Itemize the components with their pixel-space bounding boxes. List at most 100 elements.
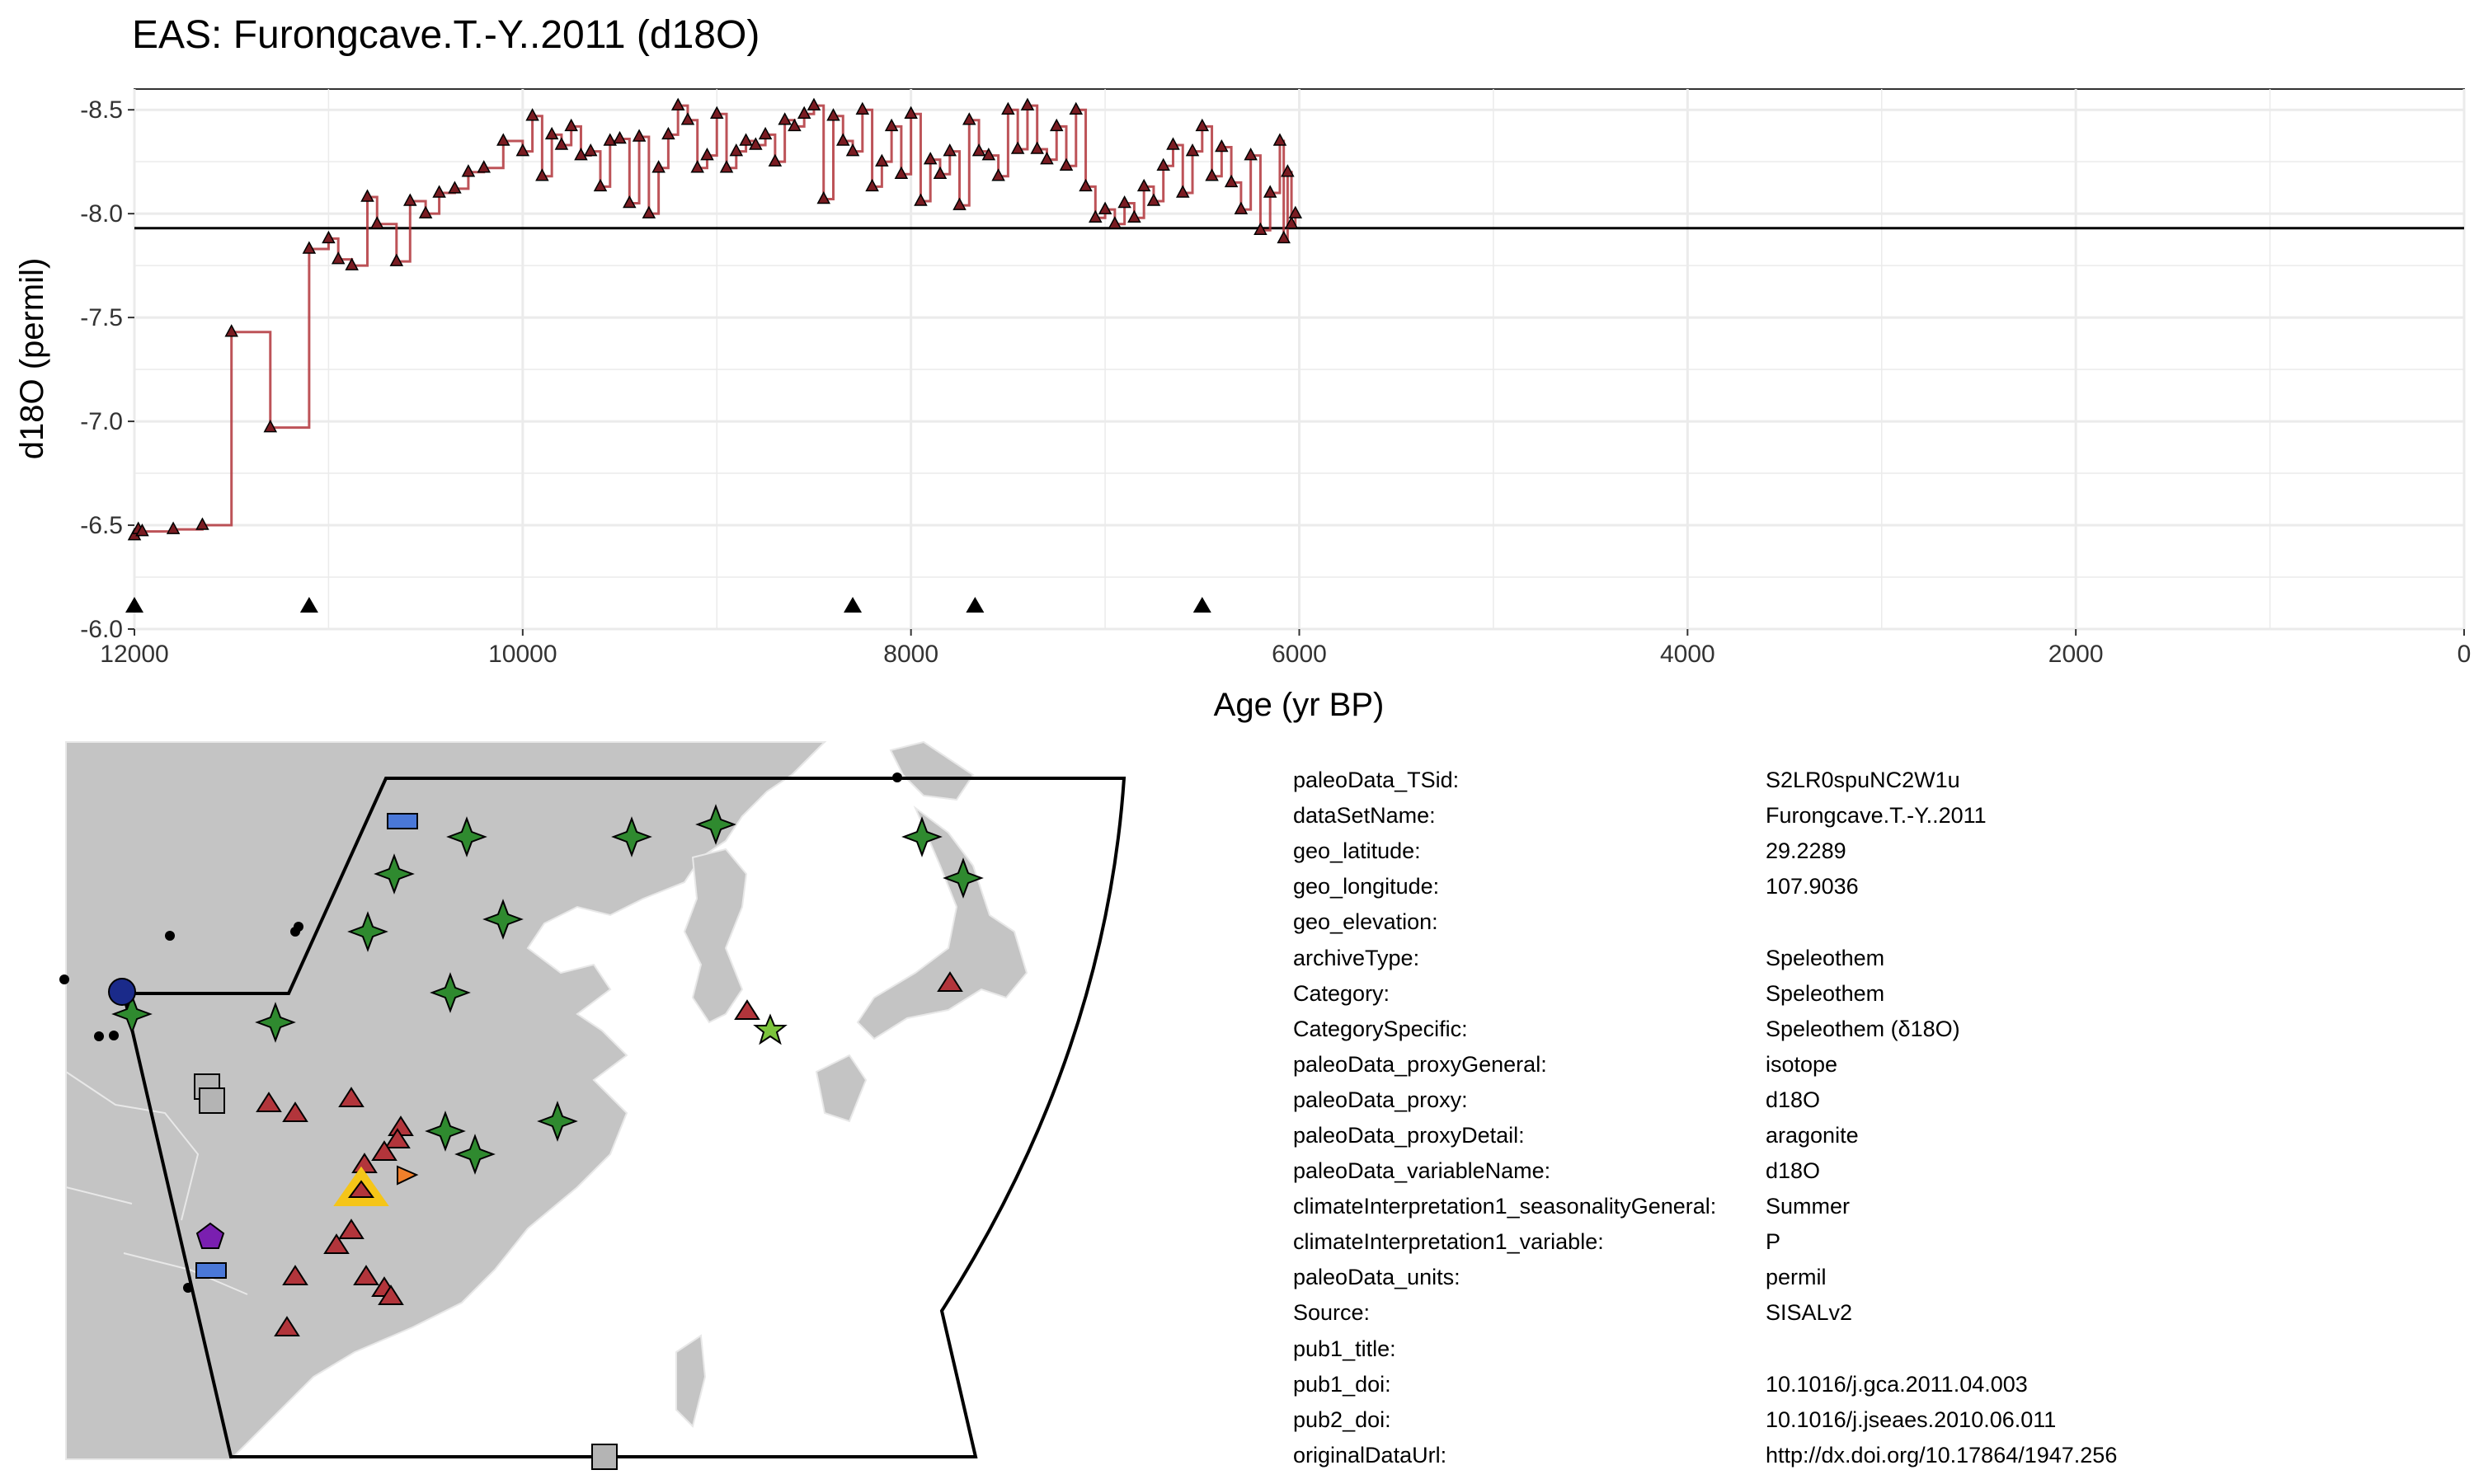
data-point xyxy=(603,133,618,146)
age-marker xyxy=(299,597,318,613)
y-tick-label: -7.0 xyxy=(80,408,123,435)
data-point xyxy=(389,253,404,266)
data-point xyxy=(632,129,647,142)
data-point xyxy=(1001,101,1015,115)
metadata-value: Speleothem xyxy=(1766,945,1885,970)
metadata-key: paleoData_proxyGeneral: xyxy=(1293,1051,1547,1077)
grey-square-marker xyxy=(199,1087,225,1114)
data-point xyxy=(642,205,656,218)
data-point xyxy=(1195,118,1210,132)
metadata-value: 107.9036 xyxy=(1766,874,1859,899)
grey-square-marker xyxy=(591,1444,618,1470)
data-point xyxy=(1166,137,1180,150)
data-point xyxy=(461,164,476,177)
metadata-row: pub1_title: xyxy=(1293,1331,2117,1367)
blue-rect-marker xyxy=(195,1262,227,1279)
metadata-key: paleoData_variableName: xyxy=(1293,1158,1551,1184)
metadata-row: pub2_doi: 10.1016/j.jseaes.2010.06.011 xyxy=(1293,1402,2117,1438)
data-point xyxy=(1079,178,1093,192)
metadata-row: dataSetName: Furongcave.T.-Y..2011 xyxy=(1293,798,2117,834)
x-axis-label: Age (yr BP) xyxy=(1214,687,1385,723)
metadata-row: Category: Speleothem xyxy=(1293,976,2117,1012)
data-point xyxy=(1098,201,1112,214)
data-point xyxy=(331,251,346,265)
x-tick-label: 2000 xyxy=(2048,641,2104,668)
metadata-value: 10.1016/j.jseaes.2010.06.011 xyxy=(1766,1407,2057,1432)
metadata-key: Category: xyxy=(1293,980,1390,1006)
data-point xyxy=(403,193,417,206)
data-point xyxy=(345,257,359,270)
data-point xyxy=(1272,133,1287,146)
metadata-key: pub1_doi: xyxy=(1293,1371,1391,1397)
data-point xyxy=(613,130,627,144)
x-tick-label: 12000 xyxy=(100,641,168,668)
data-point xyxy=(370,216,384,229)
data-point xyxy=(1040,152,1054,165)
japan-main xyxy=(856,805,1028,1040)
metadata-row: CategorySpecific: Speleothem (δ18O) xyxy=(1293,1012,2117,1047)
metadata-key: paleoData_units: xyxy=(1293,1265,1460,1290)
metadata-table: paleoData_TSid: S2LR0spuNC2W1u dataSetName… xyxy=(1293,763,2117,1473)
metadata-row: climateInterpretation1_seasonalityGenera… xyxy=(1293,1189,2117,1224)
timeseries-chart: EAS: Furongcave.T.-Y..2011 (d18O) 12000 1… xyxy=(14,13,2472,723)
data-point xyxy=(448,181,462,194)
kyushu xyxy=(815,1054,868,1123)
data-point xyxy=(816,190,830,204)
metadata-key: archiveType: xyxy=(1293,945,1420,970)
data-point xyxy=(943,143,957,157)
metadata-key: pub1_title: xyxy=(1293,1336,1396,1361)
orange-triangle-marker xyxy=(397,1165,419,1186)
data-point xyxy=(855,101,870,115)
metadata-row: paleoData_proxyGeneral: isotope xyxy=(1293,1047,2117,1082)
data-point xyxy=(195,517,209,530)
metadata-row: Source: SISALv2 xyxy=(1293,1295,2117,1331)
data-point xyxy=(971,143,986,157)
star-markers xyxy=(111,804,984,1175)
data-point xyxy=(845,143,860,157)
data-point xyxy=(1281,164,1295,177)
data-point xyxy=(865,178,879,192)
data-point xyxy=(991,168,1005,181)
x-tick-label: 6000 xyxy=(1272,641,1327,668)
metadata-value xyxy=(1766,1331,2117,1367)
y-axis-label: d18O (permil) xyxy=(14,258,50,460)
data-point xyxy=(564,118,578,132)
metadata-key: pub2_doi: xyxy=(1293,1407,1391,1432)
metadata-key: geo_latitude: xyxy=(1293,838,1421,864)
country-borders xyxy=(65,1071,248,1295)
data-point xyxy=(807,97,821,110)
data-point xyxy=(1277,230,1291,244)
data-point xyxy=(788,118,802,132)
data-point xyxy=(1108,216,1122,229)
metadata-value: Summer xyxy=(1766,1194,1851,1219)
data-point xyxy=(904,106,918,119)
metadata-value: Speleothem xyxy=(1766,980,1885,1006)
data-point xyxy=(661,126,675,140)
metadata-key: paleoData_proxyDetail: xyxy=(1293,1122,1525,1148)
data-point xyxy=(875,153,889,167)
data-point xyxy=(729,143,744,157)
x-tick-label: 0 xyxy=(2458,641,2472,668)
y-tick-label: -8.5 xyxy=(80,96,123,124)
data-point xyxy=(544,126,559,140)
age-marker-group xyxy=(125,597,1211,613)
data-point xyxy=(1117,195,1131,209)
data-point xyxy=(302,241,317,254)
metadata-value: 29.2289 xyxy=(1766,838,1846,864)
x-tick-label: 8000 xyxy=(883,641,938,668)
metadata-value xyxy=(1766,904,2117,940)
data-point xyxy=(1010,141,1025,154)
data-point xyxy=(623,195,637,209)
age-marker xyxy=(125,597,143,613)
metadata-row: archiveType: Speleothem xyxy=(1293,940,2117,975)
data-point xyxy=(952,197,967,210)
y-tick-label: -7.5 xyxy=(80,304,123,331)
data-point xyxy=(418,205,433,218)
data-point xyxy=(322,230,336,244)
data-point xyxy=(719,160,734,173)
metadata-rows: paleoData_TSid: S2LR0spuNC2W1u dataSetName… xyxy=(1293,763,2117,1473)
data-point xyxy=(651,160,666,173)
data-point xyxy=(224,324,238,337)
metadata-row: paleoData_variableName: d18O xyxy=(1293,1153,2117,1189)
data-point xyxy=(962,112,976,125)
